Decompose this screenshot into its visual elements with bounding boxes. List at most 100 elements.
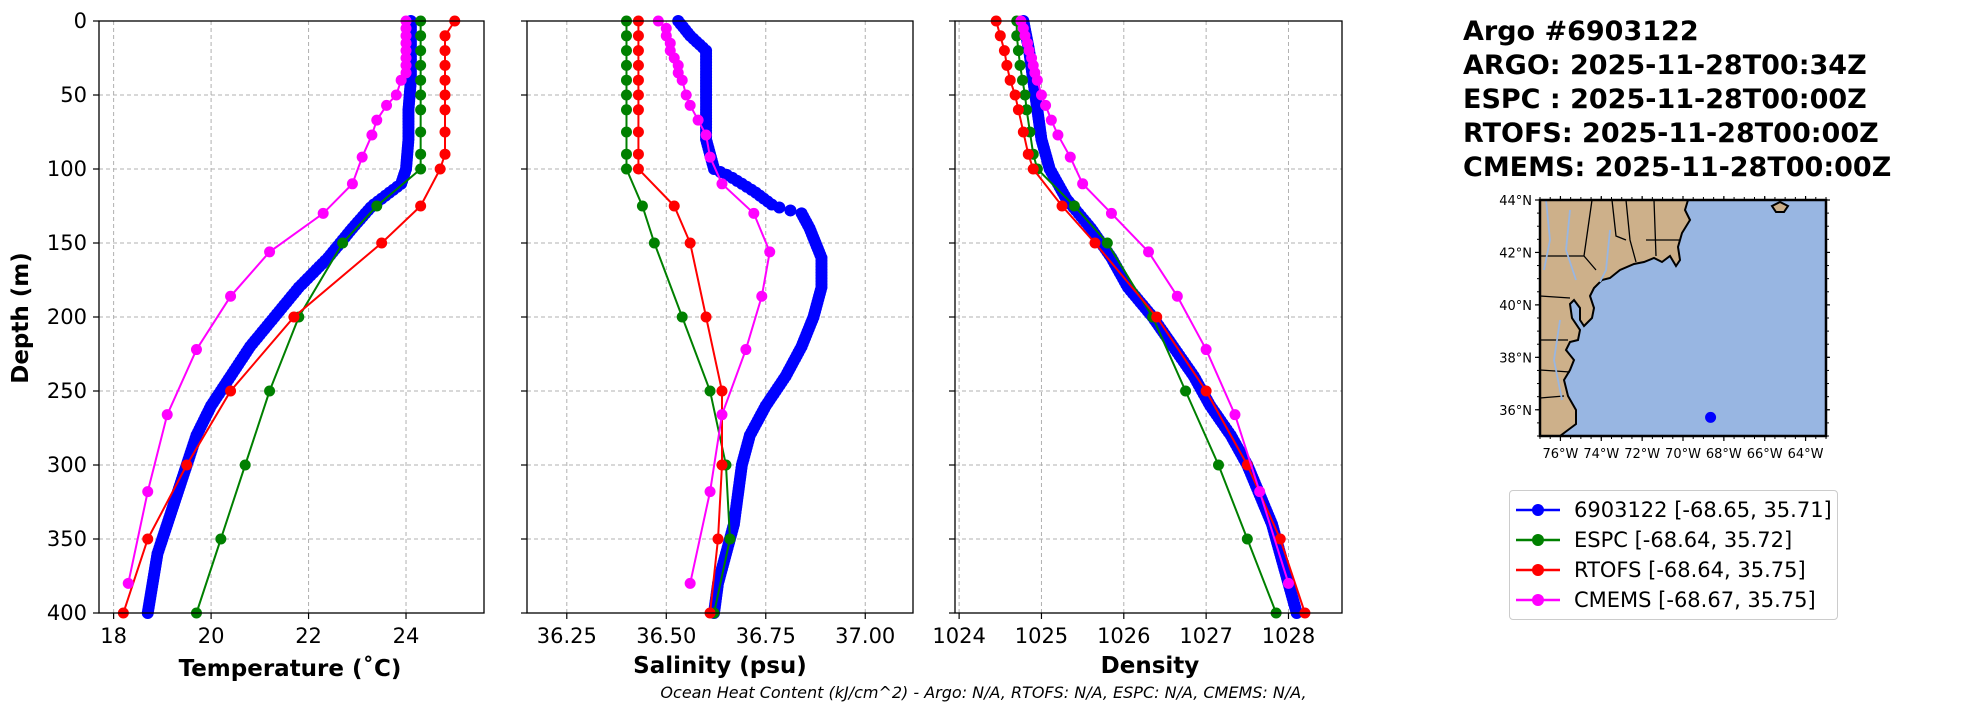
data-point <box>704 385 716 397</box>
legend-item-espc: ESPC [-68.64, 35.72] <box>1510 525 1837 555</box>
data-point <box>1254 486 1266 498</box>
series-6903122 <box>672 15 828 619</box>
data-point <box>190 344 202 356</box>
axes-frame <box>954 20 1343 614</box>
data-point <box>1017 74 1029 86</box>
series-rtofs <box>117 15 461 619</box>
data-point <box>748 207 760 219</box>
data-point <box>1014 59 1026 71</box>
data-point <box>1001 59 1013 71</box>
series-cmems <box>1015 15 1294 589</box>
data-point <box>439 74 451 86</box>
data-point <box>764 246 776 258</box>
density-panel: 1024 1025 1026 1027 1028 <box>932 15 1343 648</box>
data-point <box>700 311 712 323</box>
series-line <box>677 20 823 614</box>
y-tick-label: 200 <box>47 305 87 329</box>
legend-label: RTOFS [-68.64, 35.75] <box>1574 558 1806 582</box>
x-tick-label: 20 <box>198 624 225 648</box>
legend-label: ESPC [-68.64, 35.72] <box>1574 528 1793 552</box>
data-point <box>415 89 427 101</box>
data-point <box>1012 45 1024 57</box>
data-point <box>620 104 632 116</box>
data-point <box>239 459 251 471</box>
ocean-heat-content-note: Ocean Heat Content (kJ/cm^2) - Argo: N/A… <box>660 683 1307 702</box>
map-lat-label: 40°N <box>1499 299 1532 314</box>
map-island <box>1770 200 1790 213</box>
data-point <box>415 126 427 138</box>
x-axis-label-salinity: Salinity (psu) <box>633 653 807 679</box>
data-point <box>704 486 716 498</box>
location-map: 76°W 74°W 72°W 70°W 68°W 66°W 64°W 44°N 42°N 40°N… <box>1499 194 1830 462</box>
data-point <box>415 30 427 42</box>
legend-item-argo: 6903122 [-68.65, 35.71] <box>1510 495 1837 525</box>
data-point <box>1143 246 1154 258</box>
x-tick-label: 1027 <box>1179 624 1232 648</box>
plot-area <box>990 15 1311 619</box>
map-rivers <box>1543 199 1611 401</box>
map-lon-label: 68°W <box>1706 447 1742 462</box>
data-point <box>1089 237 1101 249</box>
legend-label: CMEMS [-68.67, 35.75] <box>1574 588 1816 612</box>
legend-marker <box>1516 534 1560 546</box>
data-point <box>1064 151 1076 163</box>
data-point <box>1056 200 1068 212</box>
data-point <box>1077 178 1089 190</box>
data-point <box>415 59 427 71</box>
x-tick-label: 22 <box>295 624 322 648</box>
data-point <box>648 237 660 249</box>
data-point <box>439 89 451 101</box>
data-point <box>371 200 383 212</box>
series-cmems <box>652 15 776 589</box>
data-point <box>1200 385 1212 397</box>
data-point <box>1045 114 1057 126</box>
data-point <box>1021 104 1033 116</box>
plot-area <box>117 15 461 619</box>
map-lon-label: 72°W <box>1624 447 1660 462</box>
map-lat-label: 36°N <box>1499 404 1532 419</box>
map-lon-label: 70°W <box>1665 447 1701 462</box>
title-line: CMEMS: 2025-11-28T00:00Z <box>1463 152 1892 183</box>
data-point <box>1171 290 1183 302</box>
data-point <box>390 89 402 101</box>
map-lat-label: 42°N <box>1499 246 1532 261</box>
y-axis-label: Depth (m) <box>8 252 34 384</box>
data-point <box>1274 533 1286 545</box>
salinity-panel: 36.25 36.50 36.75 37.00 <box>521 15 914 648</box>
data-point <box>1031 74 1043 86</box>
data-point <box>632 89 644 101</box>
data-point <box>1027 163 1039 175</box>
map-lon-label: 76°W <box>1542 447 1578 462</box>
data-point <box>676 311 688 323</box>
data-point <box>632 74 644 86</box>
data-point <box>684 237 696 249</box>
data-point <box>632 163 644 175</box>
data-point <box>632 59 644 71</box>
data-point <box>620 30 632 42</box>
map-lon-label: 74°W <box>1583 447 1619 462</box>
data-point <box>1019 89 1031 101</box>
data-point <box>142 533 154 545</box>
data-point <box>415 200 427 212</box>
data-point <box>288 311 300 323</box>
y-tick-label: 50 <box>60 83 87 107</box>
legend-item-rtofs: RTOFS [-68.64, 35.75] <box>1510 555 1837 585</box>
y-tick-label: 350 <box>47 527 87 551</box>
data-point <box>620 148 632 160</box>
map-borders <box>1539 199 1680 399</box>
series-espc <box>190 15 427 619</box>
data-point <box>439 148 451 160</box>
data-point <box>371 114 383 126</box>
data-point <box>1105 207 1117 219</box>
title-block: Argo #6903122 ARGO: 2025-11-28T00:34Z ES… <box>1463 15 1891 185</box>
data-point <box>415 104 427 116</box>
data-point <box>395 74 407 86</box>
data-point <box>620 126 632 138</box>
legend-marker <box>1516 504 1560 516</box>
legend-marker <box>1516 564 1560 576</box>
series-line <box>657 20 771 584</box>
data-point <box>1004 74 1016 86</box>
data-point <box>356 151 368 163</box>
data-point <box>215 533 227 545</box>
series-espc <box>620 15 736 619</box>
